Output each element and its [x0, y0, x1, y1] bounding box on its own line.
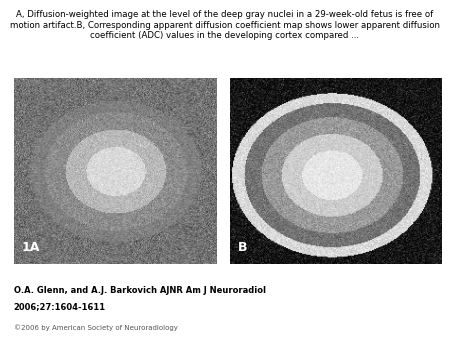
Text: 1A: 1A [22, 241, 40, 254]
Text: AMERICAN JOURNAL OF NEURORADIOLOGY: AMERICAN JOURNAL OF NEURORADIOLOGY [294, 314, 399, 319]
Text: AINR: AINR [308, 282, 385, 310]
Text: 2006;27:1604-1611: 2006;27:1604-1611 [14, 303, 106, 312]
Text: B: B [238, 241, 248, 254]
Text: A, Diffusion-weighted image at the level of the deep gray nuclei in a 29-week-ol: A, Diffusion-weighted image at the level… [10, 10, 440, 40]
Text: ©2006 by American Society of Neuroradiology: ©2006 by American Society of Neuroradiol… [14, 324, 177, 331]
Text: O.A. Glenn, and A.J. Barkovich AJNR Am J Neuroradiol: O.A. Glenn, and A.J. Barkovich AJNR Am J… [14, 286, 266, 295]
